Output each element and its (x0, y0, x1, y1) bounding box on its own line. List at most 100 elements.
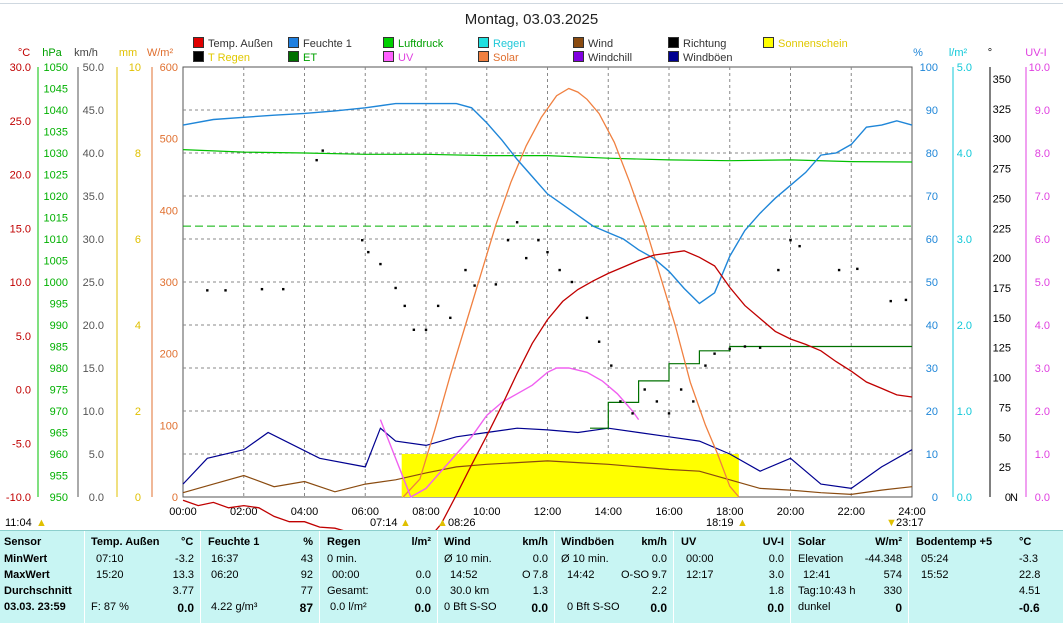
tick-label-temp: 30.0 (10, 62, 31, 74)
stats-max-value: 0.0 (415, 569, 431, 581)
direction-point (558, 268, 561, 272)
stats-avg-label: Gesamt: (327, 585, 369, 597)
legend-label: Sonnenschein (778, 38, 848, 50)
stats-current-label: 0.0 l/m² (330, 601, 367, 613)
direction-point (597, 340, 601, 343)
legend-label: ET (303, 52, 318, 64)
stats-header: Sensor (4, 536, 42, 548)
legend-label: Windböen (683, 52, 733, 64)
stats-min-time: 05:24 (921, 553, 949, 565)
legend-item: Luftdruck (383, 37, 443, 50)
tick-label-pressure: 960 (50, 449, 68, 461)
legend-label: Luftdruck (398, 38, 444, 50)
direction-point (679, 388, 683, 391)
stats-max-value: 92 (300, 569, 313, 581)
stats-current-label: 0 Bft S-SO (567, 601, 620, 613)
legend-item: Windchill (573, 51, 632, 64)
legend-label: Solar (493, 52, 519, 64)
tick-label-pressure: 995 (50, 299, 68, 311)
tick-label-pressure: 955 (50, 471, 68, 483)
direction-point (525, 256, 528, 260)
stats-max-time: 14:42 (567, 569, 595, 581)
tick-label-time: 04:00 (291, 506, 319, 518)
tick-label-direction: 350 (993, 74, 1011, 86)
tick-label-pressure: 985 (50, 342, 68, 354)
tick-label-direction-north: N (1010, 492, 1018, 504)
tick-label-pressure: 950 (50, 492, 68, 504)
legend-item: Richtung (668, 37, 726, 50)
tick-label-wind: 15.0 (83, 363, 104, 375)
tick-label-pressure: 970 (50, 406, 68, 418)
direction-point (743, 345, 747, 348)
axis-unit-label: km/h (74, 47, 98, 59)
legend-item: Temp. Außen (193, 37, 273, 50)
time-mark-left: 11:04 (5, 517, 32, 529)
stats-min-time: 0 min. (327, 553, 357, 565)
stats-max-label: MaxWert (4, 569, 50, 581)
direction-point (315, 158, 318, 162)
stats-header: UV (681, 536, 697, 548)
stats-max-direction: O-SO (621, 569, 650, 581)
tick-label-uv: 5.0 (1035, 277, 1050, 289)
time-marker-strip: 11:04 07:14 08:26 18:19 23:17 ▲ ▲ ▲ ▲ ▼ (0, 514, 1063, 530)
stats-avg-label: Tag:10:43 h (798, 585, 856, 597)
stats-unit: W/m² (875, 536, 902, 548)
tick-label-humidity: 20 (926, 406, 938, 418)
stats-min-time: 07:10 (96, 553, 124, 565)
legend-swatch (573, 51, 584, 62)
tick-label-pressure: 1010 (44, 234, 68, 246)
direction-point (464, 268, 467, 272)
legend-swatch (478, 51, 489, 62)
direction-point (704, 364, 707, 367)
direction-point (367, 250, 370, 254)
direction-point (473, 284, 476, 287)
legend-swatch (763, 37, 774, 48)
stats-col-wind: Wind km/h Ø 10 min. 0.0 14:52 O 7.8 30.0… (437, 531, 554, 623)
legend-swatch (193, 51, 204, 62)
stats-unit: UV-I (762, 536, 784, 548)
stats-min-value: 0.0 (651, 553, 667, 565)
direction-point (692, 400, 695, 403)
stats-min-value: -44.348 (864, 553, 902, 565)
stats-current-label: F: 87 % (91, 601, 129, 613)
stats-current-value: 0.0 (767, 601, 784, 615)
triangle-icon: ▲ (36, 517, 47, 529)
tick-label-rain-mm: 10 (129, 62, 141, 74)
axis-unit-label: mm (119, 47, 137, 59)
tick-label-time: 18:00 (716, 506, 744, 518)
stats-max-time: 12:17 (686, 569, 714, 581)
statistics-panel: Sensor MinWert MaxWert Durchschnitt 03.0… (0, 530, 1063, 623)
tick-label-direction: 275 (993, 164, 1011, 176)
weather-chart: 30.025.020.015.010.05.00.0-5.0-10.010501… (6, 47, 1050, 530)
tick-label-pressure: 965 (50, 428, 68, 440)
tick-label-direction: 125 (993, 343, 1011, 355)
stats-header: Feuchte 1 (208, 536, 260, 548)
tick-label-wind: 40.0 (83, 148, 104, 160)
legend-label: T Regen (208, 52, 250, 64)
direction-point (449, 316, 452, 320)
stats-min-value: -3.2 (175, 553, 194, 565)
legend-label: Wind (588, 38, 614, 50)
direction-point (643, 388, 646, 391)
direction-point (394, 286, 397, 290)
time-mark-right: 23:17 (896, 517, 924, 529)
stats-avg-value: 3.77 (172, 585, 194, 597)
series-line-wind (182, 460, 913, 496)
tick-label-rain-l: 3.0 (957, 234, 972, 246)
tick-label-humidity: 70 (926, 191, 938, 203)
tick-label-direction: 75 (999, 402, 1011, 414)
stats-current-value: 0.0 (650, 601, 667, 615)
triangle-down-icon: ▼ (886, 517, 897, 529)
stats-min-value: 0.0 (532, 553, 548, 565)
direction-point (655, 400, 659, 403)
direction-point (631, 412, 634, 415)
legend-label: Temp. Außen (208, 38, 273, 50)
tick-label-direction: 225 (993, 223, 1011, 235)
tick-label-pressure: 990 (50, 320, 68, 332)
stats-avg-value: 0.0 (415, 585, 431, 597)
stats-max-value: 13.3 (172, 569, 194, 581)
direction-point (856, 267, 859, 271)
legend-item: Feuchte 1 (288, 37, 352, 50)
stats-col-humidity: Feuchte 1 % 16:37 43 06:20 92 77 4.22 g/… (200, 531, 319, 623)
tick-label-wind: 20.0 (83, 320, 104, 332)
